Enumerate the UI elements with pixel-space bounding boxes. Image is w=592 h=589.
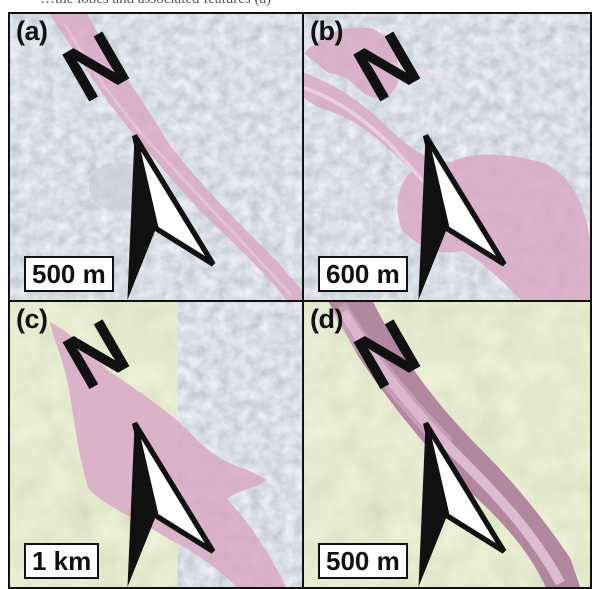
svg-text:N: N (341, 302, 434, 406)
panel-a: (a) N 500 m (8, 12, 304, 302)
scale-bar-label: 1 km (24, 543, 100, 579)
svg-text:N: N (50, 302, 143, 406)
panel-a-image (10, 14, 302, 300)
scale-bar-label: 600 m (318, 256, 408, 292)
panel-d-image (304, 302, 590, 587)
panel-b: (b) N 600 m (302, 12, 592, 302)
panel-label: (c) (16, 304, 48, 334)
top-caption: …the lobes and associated features (a) (40, 0, 271, 8)
scale-bar-label: 500 m (24, 256, 114, 292)
svg-text:N: N (49, 14, 142, 119)
panel-label: (a) (16, 16, 48, 46)
panel-label: (d) (310, 304, 343, 334)
north-arrow-icon: N (341, 302, 507, 587)
scale-bar-label: 500 m (318, 543, 408, 579)
north-arrow-icon: N (340, 14, 507, 300)
panel-label: (b) (310, 16, 343, 46)
top-caption-strip: …the lobes and associated features (a) (0, 0, 592, 12)
north-arrow-icon: N (50, 302, 216, 587)
north-arrow-icon: N (49, 14, 216, 300)
panel-c: (c) N 1 km (8, 300, 304, 589)
panel-c-image (10, 302, 302, 587)
panel-d: (d) N 500 m (302, 300, 592, 589)
svg-text:N: N (340, 14, 433, 119)
